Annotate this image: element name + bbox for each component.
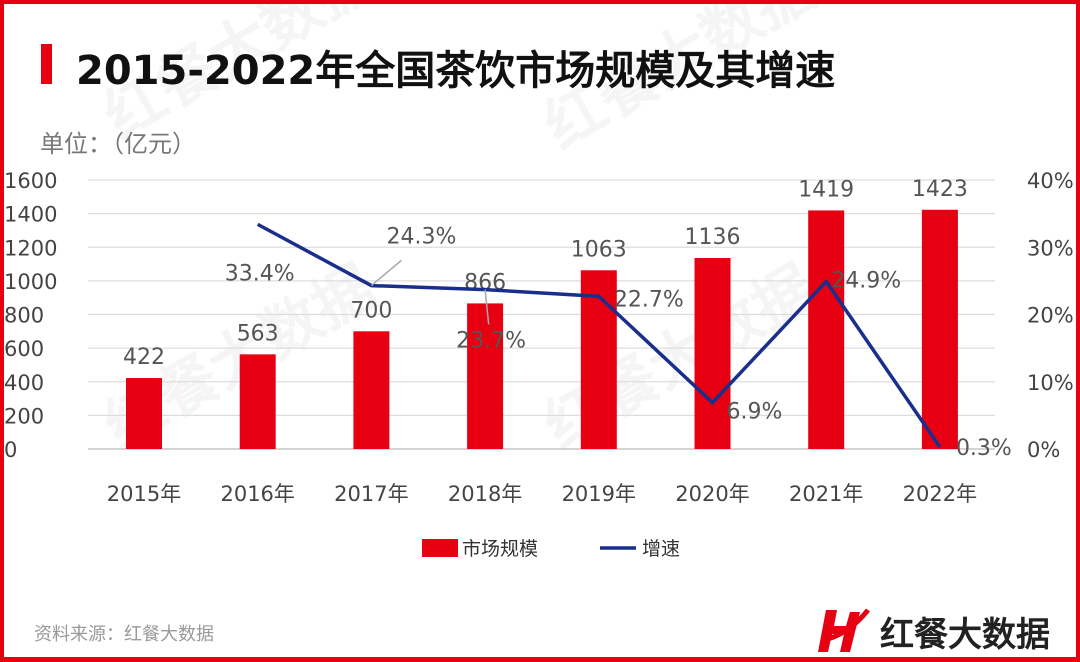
watermark: 红餐大数据 [533, 0, 828, 163]
brand-logo: 红餐大数据 [804, 606, 1050, 656]
growth-label: 24.3% [386, 225, 456, 250]
bar-label: 563 [237, 321, 279, 346]
left-axis-tick: 800 [4, 304, 44, 328]
bar-2017年 [353, 331, 390, 449]
growth-label: 23.7% [456, 329, 526, 354]
bar-2018年 [467, 303, 504, 449]
left-axis-tick: 1200 [4, 236, 57, 260]
left-axis-tick: 200 [4, 404, 44, 428]
category-label: 2018年 [448, 482, 522, 506]
legend-line-label: 增速 [642, 538, 680, 560]
left-axis-tick: 400 [4, 371, 44, 395]
legend-bar-swatch [422, 539, 458, 557]
category-label: 2015年 [107, 482, 181, 506]
legend-bar-label: 市场规模 [462, 538, 538, 560]
bar-label: 1419 [798, 177, 854, 202]
category-label: 2017年 [334, 482, 408, 506]
left-axis-tick: 1000 [4, 270, 57, 294]
watermark: 红餐大数据 [93, 0, 388, 153]
bar-label: 1136 [685, 225, 741, 250]
bar-label: 700 [350, 298, 392, 323]
growth-label: 24.9% [831, 269, 901, 294]
source-note: 资料来源：红餐大数据 [34, 624, 214, 645]
left-axis-tick: 0 [4, 438, 17, 462]
left-axis-tick: 1600 [4, 169, 57, 193]
bar-label: 1423 [912, 177, 968, 202]
logo-h-icon [818, 608, 870, 652]
left-axis-tick: 600 [4, 337, 44, 361]
bar-2022年 [921, 209, 958, 449]
bar-2021年 [808, 210, 845, 449]
growth-label: 0.3% [956, 436, 1012, 461]
unit-label: 单位：（亿元） [40, 130, 196, 158]
category-label: 2016年 [220, 482, 294, 506]
category-label: 2020年 [675, 482, 749, 506]
right-axis-tick: 30% [1027, 236, 1074, 260]
bar-2016年 [239, 354, 276, 449]
right-axis-tick: 40% [1027, 169, 1074, 193]
bar-label: 422 [123, 345, 165, 370]
right-axis-tick: 20% [1027, 304, 1074, 328]
growth-label: 6.9% [727, 400, 783, 425]
growth-label: 33.4% [225, 261, 295, 286]
leader-line [370, 259, 402, 287]
bar-2020年 [694, 258, 731, 449]
logo-text: 红餐大数据 [880, 614, 1050, 655]
title-accent-bar [41, 44, 52, 84]
category-label: 2019年 [562, 482, 636, 506]
left-axis-tick: 1400 [4, 203, 57, 227]
bar-2015年 [126, 378, 162, 449]
chart-title: 2015-2022年全国茶饮市场规模及其增速 [76, 48, 836, 94]
category-label: 2022年 [903, 482, 977, 506]
leader-line [484, 289, 490, 325]
watermark: 红餐大数据 [533, 252, 828, 463]
category-label: 2021年 [789, 482, 863, 506]
bar-2019年 [580, 270, 617, 449]
right-axis-tick: 10% [1027, 371, 1074, 395]
growth-label: 22.7% [614, 287, 684, 312]
right-axis-tick: 0% [1027, 438, 1060, 462]
bar-label: 1063 [571, 237, 627, 262]
